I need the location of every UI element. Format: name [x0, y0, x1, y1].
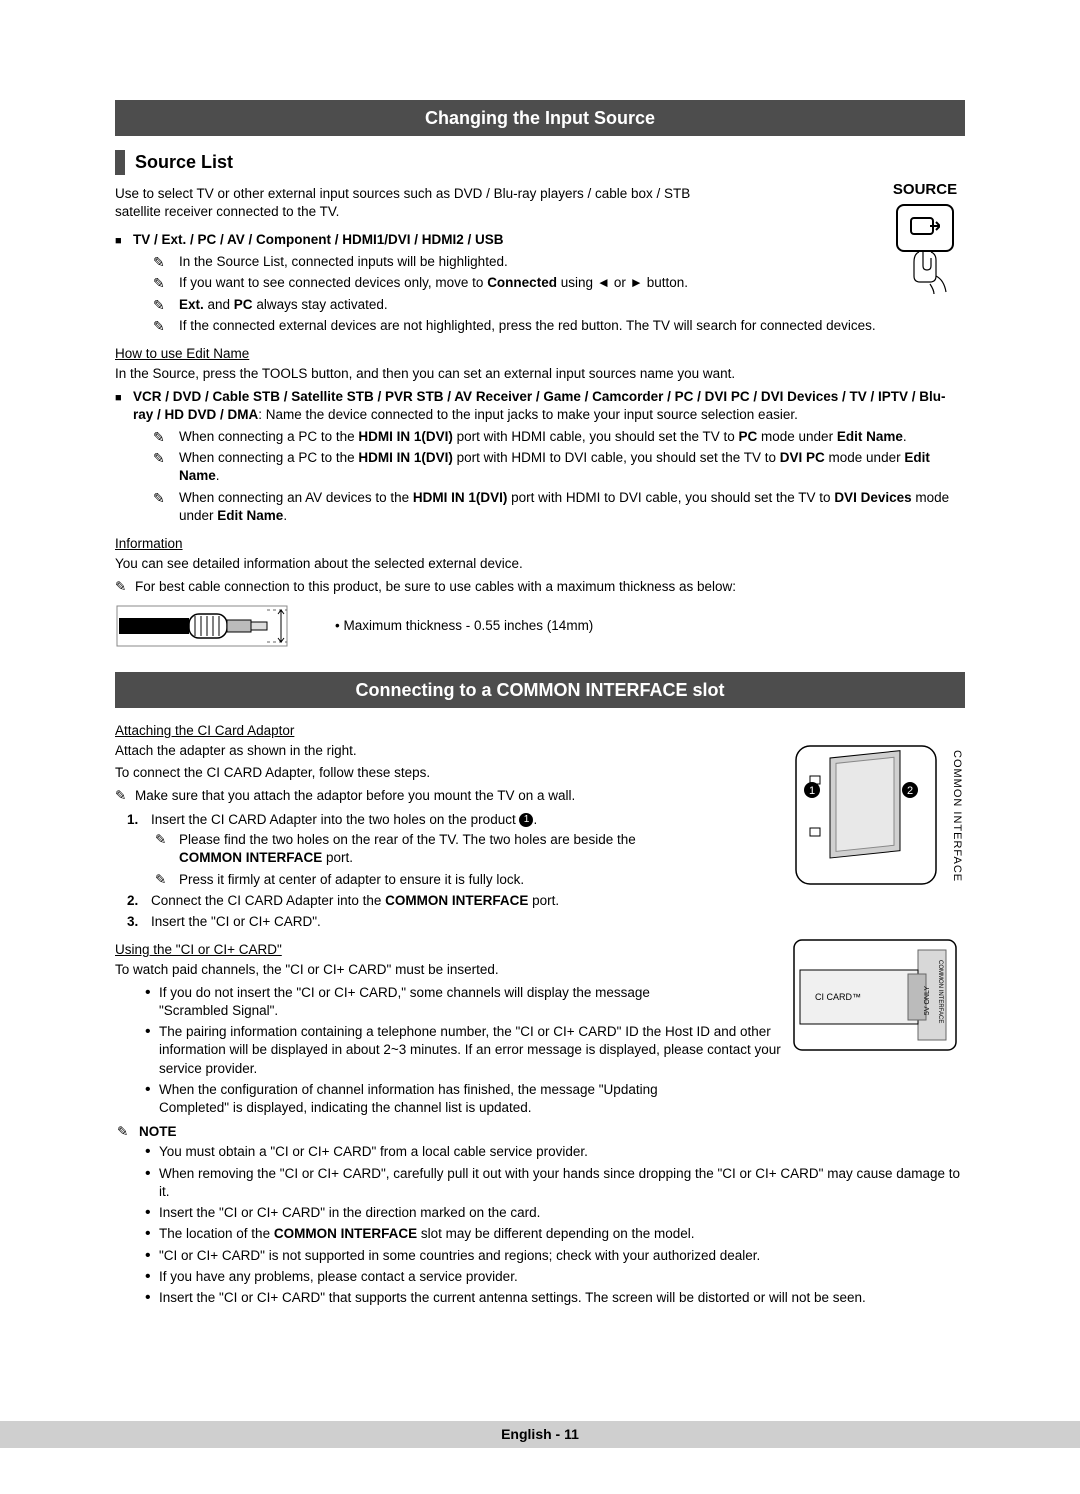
edit-name-note-1: When connecting a PC to the HDMI IN 1(DV… — [179, 428, 965, 446]
cable-thickness-note: For best cable connection to this produc… — [115, 578, 965, 596]
device-names-header: VCR / DVD / Cable STB / Satellite STB / … — [133, 389, 945, 422]
subhead-attach-adapter: Attaching the CI Card Adaptor — [115, 722, 965, 740]
section-title-source-list: Source List — [115, 150, 965, 174]
page-footer: English - 11 — [0, 1421, 1080, 1448]
cable-diagram — [115, 604, 295, 648]
ci-card-5v-label: 5V ONLY — [923, 986, 932, 1015]
note-bullet-5: "CI or CI+ CARD" is not supported in som… — [159, 1247, 965, 1265]
note-bullet-2: When removing the "CI or CI+ CARD", care… — [159, 1165, 965, 1201]
edit-name-block: VCR / DVD / Cable STB / Satellite STB / … — [115, 388, 965, 526]
attach-step-1-sub1: Please find the two holes on the rear of… — [179, 831, 699, 867]
svg-text:CI CARD™: CI CARD™ — [815, 992, 861, 1002]
inputs-note-3: Ext. and PC always stay activated. — [179, 296, 965, 314]
note-bullet-3: Insert the "CI or CI+ CARD" in the direc… — [159, 1204, 965, 1222]
attach-pen-note: Make sure that you attach the adaptor be… — [115, 787, 965, 805]
using-ci-bullet-1: If you do not insert the "CI or CI+ CARD… — [159, 984, 679, 1020]
attach-step-1: 1. Insert the CI CARD Adapter into the t… — [151, 811, 965, 889]
subhead-information: Information — [115, 535, 965, 553]
note-header: NOTE — [115, 1123, 965, 1141]
note-bullets: You must obtain a "CI or CI+ CARD" from … — [115, 1143, 965, 1307]
ci-card-interface-label: COMMON INTERFACE — [936, 960, 944, 1023]
using-ci-bullet-3: When the configuration of channel inform… — [159, 1081, 679, 1117]
edit-name-note-2: When connecting a PC to the HDMI IN 1(DV… — [179, 449, 965, 485]
attach-step-3: 3.Insert the "CI or CI+ CARD". — [151, 913, 965, 931]
inputs-block: TV / Ext. / PC / AV / Component / HDMI1/… — [115, 231, 965, 335]
cable-figure-row: • Maximum thickness - 0.55 inches (14mm) — [115, 604, 965, 648]
section-banner-input-source: Changing the Input Source — [115, 100, 965, 136]
note-bullet-7: Insert the "CI or CI+ CARD" that support… — [159, 1289, 965, 1307]
using-ci-bullet-2: The pairing information containing a tel… — [159, 1023, 789, 1078]
information-text: You can see detailed information about t… — [115, 555, 965, 573]
edit-name-note-3: When connecting an AV devices to the HDM… — [179, 489, 965, 525]
inputs-note-4: If the connected external devices are no… — [179, 317, 965, 335]
note-bullet-6: If you have any problems, please contact… — [159, 1268, 965, 1286]
attach-step-1-sub2: Press it firmly at center of adapter to … — [179, 871, 965, 889]
note-bullet-4: The location of the COMMON INTERFACE slo… — [159, 1225, 965, 1243]
cable-max-thickness: • Maximum thickness - 0.55 inches (14mm) — [335, 617, 593, 635]
source-list-intro: Use to select TV or other external input… — [115, 185, 715, 221]
source-button-label: SOURCE — [890, 180, 960, 200]
attach-step-2: 2.Connect the CI CARD Adapter into the C… — [151, 892, 965, 910]
attach-steps: 1. Insert the CI CARD Adapter into the t… — [115, 811, 965, 931]
section-banner-common-interface: Connecting to a COMMON INTERFACE slot — [115, 672, 965, 708]
subhead-edit-name: How to use Edit Name — [115, 345, 965, 363]
inputs-note-2: If you want to see connected devices onl… — [179, 274, 965, 292]
note-bullet-1: You must obtain a "CI or CI+ CARD" from … — [159, 1143, 965, 1161]
inputs-header: TV / Ext. / PC / AV / Component / HDMI1/… — [133, 232, 504, 247]
ci-card-figure: CI CARD™ 5V ONLY COMMON INTERFACE — [790, 930, 960, 1060]
inputs-note-1: In the Source List, connected inputs wil… — [179, 253, 965, 271]
edit-name-intro: In the Source, press the TOOLS button, a… — [115, 365, 965, 383]
